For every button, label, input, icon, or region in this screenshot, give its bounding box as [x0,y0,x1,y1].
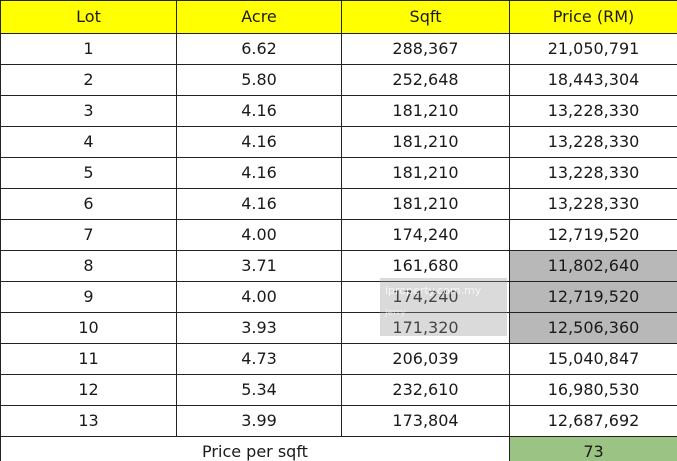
cell-lot: 2 [0,64,177,96]
table-row: 11 4.73 206,039 15,040,847 [0,343,677,375]
table-row: 12 5.34 232,610 16,980,530 [0,374,677,406]
cell-price: 21,050,791 [509,33,677,65]
cell-lot: 7 [0,219,177,251]
cell-acre: 4.16 [176,126,342,158]
cell-price: 16,980,530 [509,374,677,406]
cell-sqft: 252,648 [341,64,510,96]
cell-acre: 3.99 [176,405,342,437]
cell-acre: 4.00 [176,219,342,251]
cell-price: 13,228,330 [509,126,677,158]
cell-acre: 4.16 [176,95,342,127]
cell-acre: 4.00 [176,281,342,313]
cell-acre: 4.73 [176,343,342,375]
table-row: 4 4.16 181,210 13,228,330 [0,126,677,158]
table-row: 7 4.00 174,240 12,719,520 [0,219,677,251]
cell-lot: 12 [0,374,177,406]
cell-price: 13,228,330 [509,95,677,127]
cell-sqft: 174,240 [341,281,510,313]
cell-sqft: 181,210 [341,188,510,220]
cell-acre: 4.16 [176,188,342,220]
cell-acre: 3.93 [176,312,342,344]
cell-lot: 4 [0,126,177,158]
cell-acre: 5.80 [176,64,342,96]
cell-price: 12,687,692 [509,405,677,437]
cell-sqft: 181,210 [341,95,510,127]
table-row: 2 5.80 252,648 18,443,304 [0,64,677,96]
cell-sqft: 171,320 [341,312,510,344]
table-row: 8 3.71 161,680 11,802,640 [0,250,677,282]
cell-sqft: 181,210 [341,157,510,189]
cell-price: 12,719,520 [509,219,677,251]
cell-price: 13,228,330 [509,157,677,189]
cell-sqft: 174,240 [341,219,510,251]
cell-sqft: 181,210 [341,126,510,158]
cell-lot: 11 [0,343,177,375]
cell-sqft: 161,680 [341,250,510,282]
cell-lot: 13 [0,405,177,437]
header-lot: Lot [0,0,177,34]
price-per-sqft-value: 73 [509,436,677,461]
cell-lot: 10 [0,312,177,344]
cell-price: 12,719,520 [509,281,677,313]
header-price: Price (RM) [509,0,677,34]
table-row: 5 4.16 181,210 13,228,330 [0,157,677,189]
table-row: 3 4.16 181,210 13,228,330 [0,95,677,127]
cell-acre: 6.62 [176,33,342,65]
cell-lot: 6 [0,188,177,220]
cell-price: 15,040,847 [509,343,677,375]
cell-acre: 4.16 [176,157,342,189]
table-body: 1 6.62 288,367 21,050,791 2 5.80 252,648… [0,33,677,461]
cell-price: 11,802,640 [509,250,677,282]
cell-sqft: 232,610 [341,374,510,406]
table-row: 6 4.16 181,210 13,228,330 [0,188,677,220]
cell-lot: 1 [0,33,177,65]
table-row: 1 6.62 288,367 21,050,791 [0,33,677,65]
cell-lot: 8 [0,250,177,282]
cell-sqft: 206,039 [341,343,510,375]
cell-lot: 9 [0,281,177,313]
cell-price: 12,506,360 [509,312,677,344]
cell-acre: 5.34 [176,374,342,406]
header-acre: Acre [176,0,342,34]
cell-lot: 5 [0,157,177,189]
cell-sqft: 173,804 [341,405,510,437]
table-row: 9 4.00 174,240 12,719,520 [0,281,677,313]
header-row: Lot Acre Sqft Price (RM) [0,0,677,34]
cell-lot: 3 [0,95,177,127]
cell-sqft: 288,367 [341,33,510,65]
price-per-sqft-label: Price per sqft [0,436,510,461]
cell-price: 13,228,330 [509,188,677,220]
table-row: 13 3.99 173,804 12,687,692 [0,405,677,437]
cell-acre: 3.71 [176,250,342,282]
header-sqft: Sqft [341,0,510,34]
table-row: 10 3.93 171,320 12,506,360 [0,312,677,344]
footer-row: Price per sqft 73 [0,436,677,461]
cell-price: 18,443,304 [509,64,677,96]
